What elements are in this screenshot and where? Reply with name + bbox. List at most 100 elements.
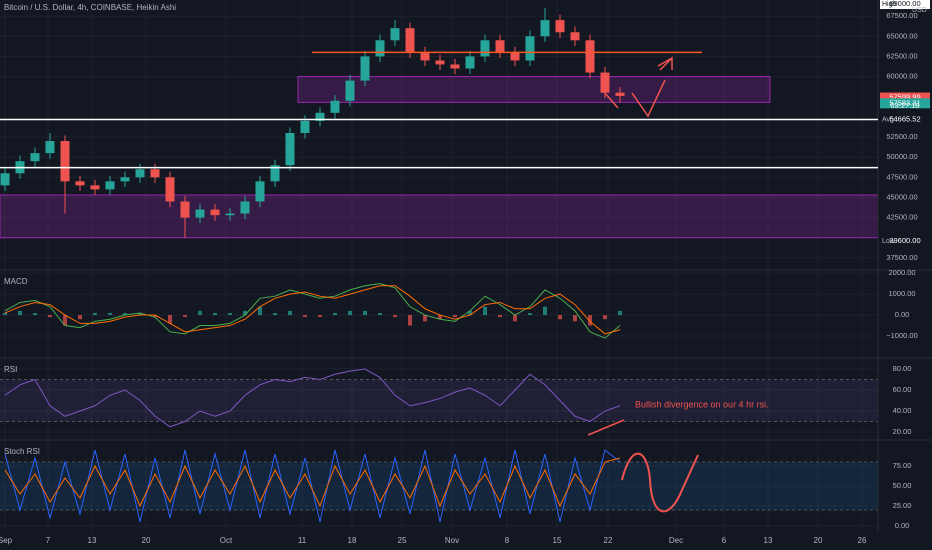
zone xyxy=(0,194,879,239)
y-tick-label: 25.00 xyxy=(893,501,912,510)
candle-body xyxy=(465,56,475,69)
high-value: 69000.00 xyxy=(889,0,920,8)
candle-body xyxy=(405,28,415,53)
histogram-bar xyxy=(558,315,562,320)
histogram-bar xyxy=(303,315,307,318)
histogram-bar xyxy=(93,312,97,316)
histogram-bar xyxy=(213,312,217,316)
histogram-bar xyxy=(513,315,517,322)
histogram-bar xyxy=(228,312,232,316)
x-tick-label: 25 xyxy=(398,536,407,545)
y-tick-label: 50.00 xyxy=(893,481,912,490)
candle-body xyxy=(345,80,355,101)
histogram-bar xyxy=(288,310,292,316)
histogram-bar xyxy=(453,315,457,318)
last-badge xyxy=(880,98,930,109)
x-tick-label: 22 xyxy=(604,536,613,545)
y-tick-label: 20.00 xyxy=(893,427,912,436)
y-tick-label: 60.00 xyxy=(893,385,912,394)
candle-body xyxy=(210,209,220,216)
high-badge xyxy=(880,0,930,10)
histogram-bar xyxy=(258,306,262,316)
indicator-line xyxy=(4,368,621,428)
histogram-bar xyxy=(138,312,142,316)
pane-label: RSI xyxy=(4,365,17,374)
candle-body xyxy=(105,181,115,190)
candle-body xyxy=(435,60,445,65)
countdown: 03:27:18 xyxy=(890,101,919,110)
candle-body xyxy=(510,52,520,61)
y-tick-label: 67500.00 xyxy=(886,11,917,20)
low-value: 39600.00 xyxy=(889,236,920,245)
candle-body xyxy=(225,213,235,216)
candle-body xyxy=(570,32,580,41)
candle-body xyxy=(240,201,250,214)
annotation: Bullish divergence on our 4 hr rsi. xyxy=(635,399,769,409)
histogram-bar xyxy=(18,310,22,316)
histogram-bar xyxy=(588,315,592,326)
histogram-bar xyxy=(408,315,412,326)
y-tick-label: 52500.00 xyxy=(886,132,917,141)
x-tick-label: 20 xyxy=(142,536,151,545)
x-tick-label: Sep xyxy=(0,536,13,545)
candle-body xyxy=(60,141,70,182)
candle-body xyxy=(585,40,595,73)
histogram-bar xyxy=(123,312,127,316)
candle-body xyxy=(30,153,40,162)
x-tick-label: 13 xyxy=(764,536,773,545)
histogram-bar xyxy=(3,312,7,316)
zone xyxy=(297,76,771,103)
pane-label: Stoch RSI xyxy=(4,447,40,456)
candle-body xyxy=(600,72,610,93)
candle-body xyxy=(375,40,385,57)
histogram-bar xyxy=(528,312,532,316)
avg-name: Avg xyxy=(882,116,894,123)
x-tick-label: 20 xyxy=(814,536,823,545)
candle-body xyxy=(270,165,280,182)
histogram-bar xyxy=(243,310,247,316)
x-tick-label: 15 xyxy=(553,536,562,545)
histogram-bar xyxy=(438,315,442,320)
x-tick-label: 11 xyxy=(298,536,307,545)
candle-body xyxy=(180,201,190,218)
histogram-bar xyxy=(318,315,322,318)
y-tick-label: 42500.00 xyxy=(886,213,917,222)
candle-body xyxy=(255,181,265,202)
y-tick-label: 1000.00 xyxy=(888,289,915,298)
histogram-bar xyxy=(498,315,502,318)
y-tick-label: 65000.00 xyxy=(886,31,917,40)
histogram-bar xyxy=(468,310,472,316)
y-tick-label: −1000.00 xyxy=(886,331,918,340)
x-tick-label: Nov xyxy=(445,536,459,545)
low-name: Low xyxy=(882,238,896,245)
histogram-bar xyxy=(198,310,202,316)
candle-body xyxy=(195,209,205,218)
low-badge xyxy=(880,235,930,246)
candle-body xyxy=(390,28,400,41)
grid-layer xyxy=(0,0,879,532)
x-tick-label: Oct xyxy=(220,536,233,545)
y-tick-label: 75.00 xyxy=(893,461,912,470)
histogram-bar xyxy=(183,315,187,318)
x-tick-label: Dec xyxy=(669,536,683,545)
y-tick-label: 0.00 xyxy=(895,521,910,530)
x-tick-label: 6 xyxy=(722,536,727,545)
indicator-line xyxy=(4,457,621,508)
marks-layer xyxy=(0,8,625,523)
price-axis xyxy=(878,0,932,550)
candle-body xyxy=(135,169,145,178)
y-tick-label: 62500.00 xyxy=(886,51,917,60)
y-tick-label: 45000.00 xyxy=(886,192,917,201)
y-tick-label: 40.00 xyxy=(893,406,912,415)
candle-body xyxy=(555,20,565,33)
candle-body xyxy=(525,36,535,61)
histogram-bar xyxy=(63,315,67,326)
y-tick-label: 2000.00 xyxy=(888,268,915,277)
x-tick-label: 7 xyxy=(46,536,51,545)
x-tick-label: 13 xyxy=(88,536,97,545)
histogram-bar xyxy=(423,315,427,322)
ask-value: 57599.99 xyxy=(889,93,920,102)
y-tick-label: 37500.00 xyxy=(886,253,917,262)
histogram-bar xyxy=(618,310,622,316)
currency: USD xyxy=(912,7,927,14)
